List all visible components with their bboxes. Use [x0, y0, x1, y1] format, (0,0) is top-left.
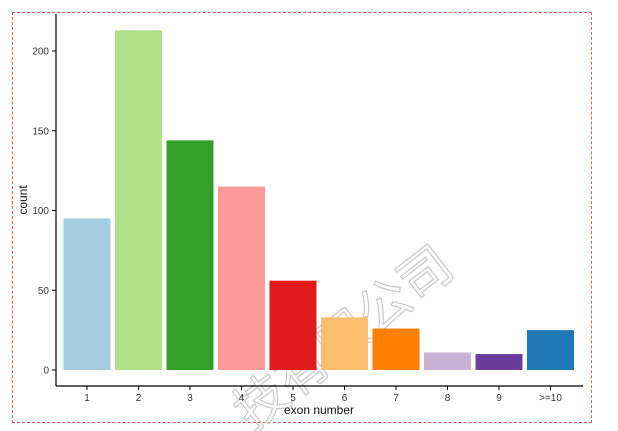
x-tick-label: 6	[342, 393, 348, 404]
bar-7	[372, 328, 420, 370]
x-tick-label: 7	[393, 393, 399, 404]
y-tick-label: 0	[43, 366, 49, 377]
bar-6	[321, 317, 368, 370]
x-tick-label: 2	[136, 393, 142, 404]
x-axis-ticks: 1 2 3 4 5 6 7 8 9 >=10	[84, 386, 562, 404]
chart-frame	[12, 12, 592, 423]
bar-10	[527, 330, 574, 370]
x-tick-label: 3	[187, 393, 193, 404]
x-tick-label: 1	[84, 393, 90, 404]
y-axis-ticks: 0 50 100 150 200	[32, 47, 56, 377]
x-tick-label: 8	[445, 393, 451, 404]
bar-3	[166, 140, 214, 370]
x-tick-label: 9	[496, 393, 502, 404]
x-tick-label: 4	[239, 393, 245, 404]
bars	[63, 30, 574, 370]
bar-1	[63, 218, 111, 370]
x-axis-title: exon number	[284, 403, 354, 417]
bar-8	[424, 352, 471, 370]
bar-9	[475, 354, 523, 370]
y-tick-label: 200	[32, 47, 49, 58]
bar-5	[269, 280, 317, 370]
bar-4	[218, 186, 265, 370]
x-tick-label: >=10	[539, 393, 562, 404]
x-tick-label: 5	[290, 393, 296, 404]
y-tick-label: 100	[32, 206, 49, 217]
y-tick-label: 150	[32, 126, 49, 137]
y-axis-title: count	[16, 185, 30, 215]
bar-2	[115, 30, 162, 370]
y-tick-label: 50	[38, 286, 50, 297]
